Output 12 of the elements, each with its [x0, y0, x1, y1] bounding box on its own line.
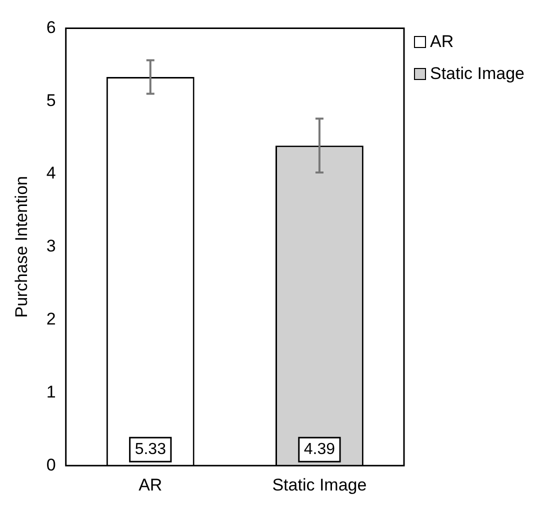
y-tick-label: 0 [46, 455, 56, 474]
data-label: 5.33 [134, 441, 166, 458]
y-tick-label: 5 [46, 90, 56, 110]
y-tick-label: 6 [46, 18, 56, 37]
data-label: 4.39 [304, 441, 336, 458]
y-tick-label: 4 [46, 164, 56, 183]
y-tick-label: 2 [46, 309, 56, 328]
y-tick-label: 1 [46, 382, 56, 402]
text: AR [430, 32, 454, 52]
y-axis-title: Purchase Intention [12, 176, 31, 318]
y-tick-label: 3 [46, 236, 56, 256]
legend-label: Static Image [430, 64, 524, 84]
